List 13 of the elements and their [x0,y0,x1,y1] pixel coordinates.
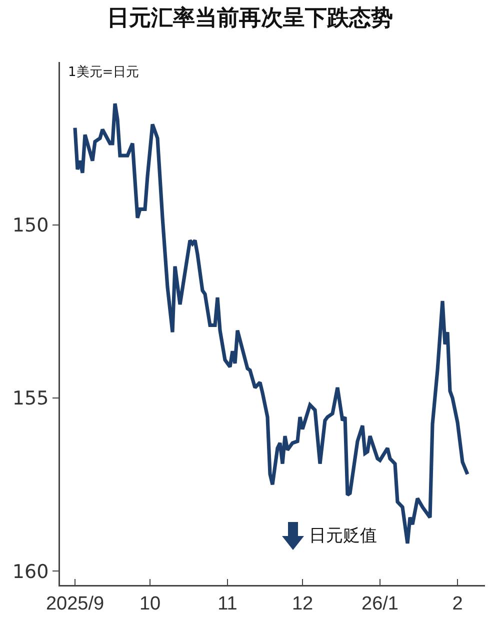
y-tick-label: 150 [12,214,49,236]
line-series [73,102,470,546]
y-axis-title: 1美元=日元 [68,64,140,80]
x-tick-label: 12 [292,593,314,614]
y-tick-label: 155 [12,388,49,410]
annotation: 日元贬值 [309,526,377,546]
x-tick-label: 10 [139,593,161,614]
x-tick-label: 2 [452,593,463,614]
x-tick-label: 26/1 [362,593,398,614]
x-tick-label: 2025/9 [46,593,104,614]
x-tick-label: 11 [218,593,238,614]
chart-title: 日元汇率当前再次呈下跌态势 [107,4,393,31]
y-tick-label: 160 [12,560,49,583]
